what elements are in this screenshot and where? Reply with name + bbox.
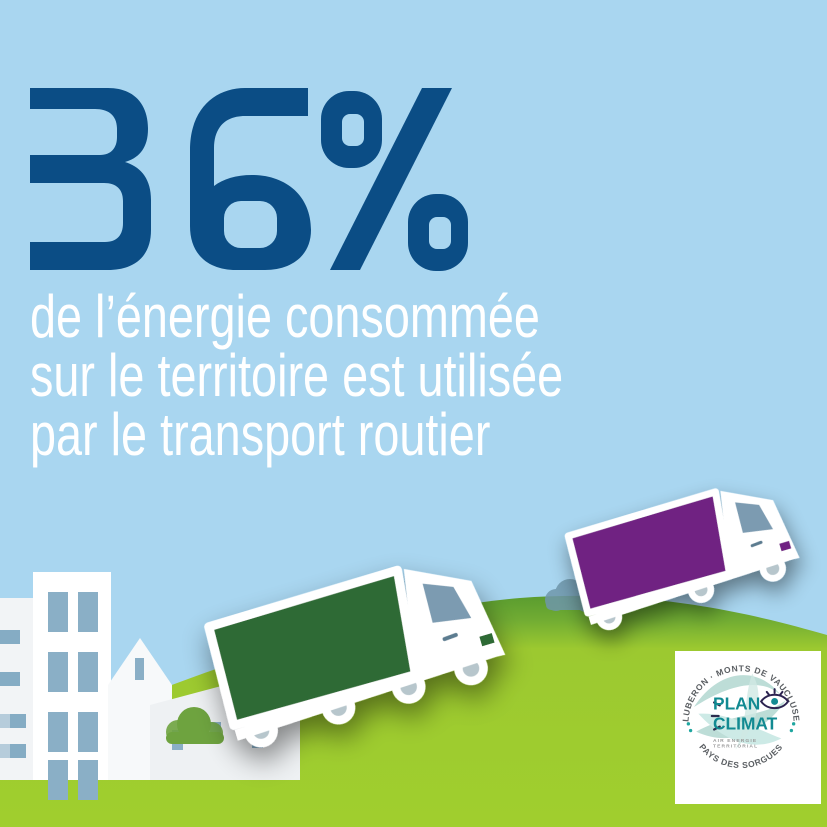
svg-text:AIR ENERGIE: AIR ENERGIE <box>713 738 757 744</box>
svg-text:CLIMAT: CLIMAT <box>713 713 778 733</box>
svg-text:PLAN: PLAN <box>713 693 760 713</box>
svg-text:TERRITORIAL: TERRITORIAL <box>713 744 758 750</box>
